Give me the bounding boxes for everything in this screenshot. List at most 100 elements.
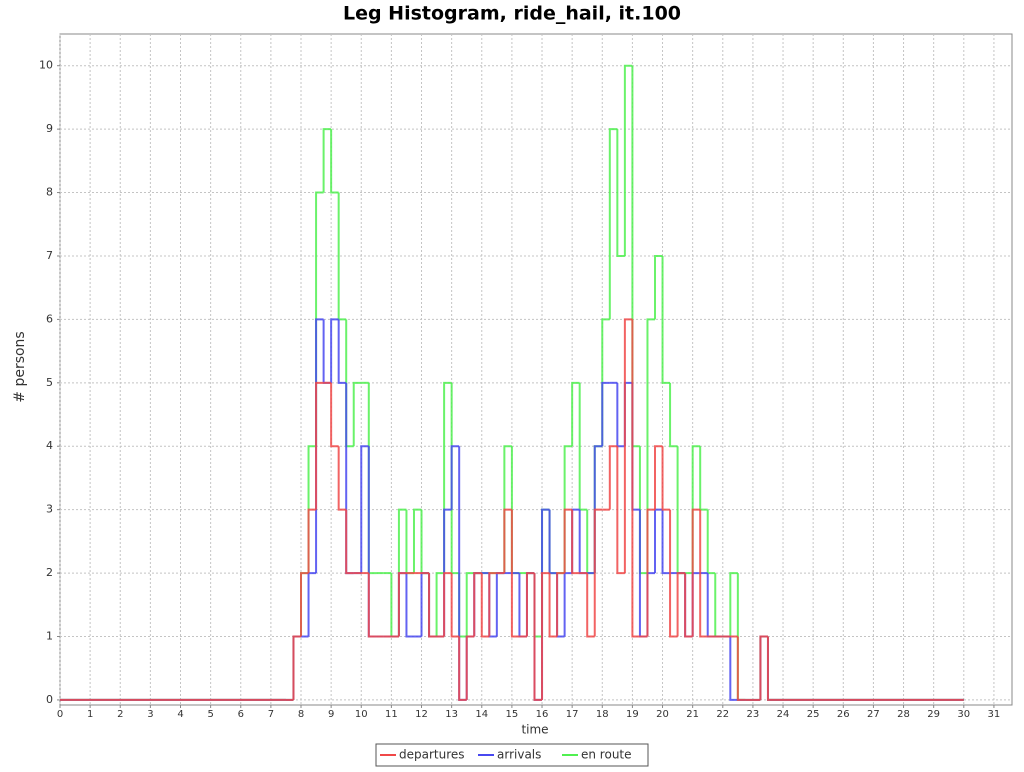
step-segment	[465, 635, 475, 700]
step-segment	[631, 319, 640, 638]
x-tick-label: 2	[117, 709, 123, 720]
step-segment	[766, 636, 964, 701]
step-segment	[759, 635, 768, 700]
step-segment	[616, 129, 625, 257]
step-segment	[510, 509, 520, 638]
step-segment	[616, 382, 625, 448]
step-segment	[623, 318, 633, 574]
y-tick-label: 5	[46, 376, 53, 389]
x-tick-label: 11	[385, 709, 398, 720]
step-segment	[706, 509, 716, 575]
step-segment	[676, 572, 686, 637]
x-tick-label: 19	[626, 709, 639, 720]
step-segment	[586, 573, 595, 638]
x-tick-label: 5	[207, 709, 213, 720]
step-segment	[548, 509, 558, 575]
x-tick-label: 24	[777, 709, 790, 720]
step-segment	[646, 318, 655, 574]
x-axis-label: time	[521, 723, 548, 737]
x-tick-label: 20	[656, 709, 669, 720]
step-segment	[571, 381, 580, 447]
step-segment	[307, 508, 317, 574]
x-tick-label: 1	[87, 709, 93, 720]
step-segment	[473, 572, 482, 637]
step-segment	[601, 381, 610, 447]
step-segment	[571, 508, 580, 574]
step-segment	[337, 446, 347, 511]
step-segment	[443, 572, 452, 637]
y-tick-label: 4	[46, 439, 53, 452]
step-segment	[465, 635, 475, 700]
step-segment	[435, 572, 445, 637]
step-segment	[654, 445, 663, 510]
x-tick-label: 26	[837, 709, 850, 720]
x-tick-label: 22	[716, 709, 729, 720]
step-segment	[397, 572, 407, 637]
x-tick-label: 15	[506, 709, 519, 720]
x-tick-label: 9	[328, 709, 334, 720]
step-segment	[533, 573, 543, 638]
step-segment	[300, 572, 309, 637]
step-segment	[541, 572, 550, 700]
step-segment	[337, 319, 347, 384]
step-segment	[450, 445, 460, 510]
step-segment	[503, 508, 512, 574]
x-tick-label: 31	[988, 709, 1001, 720]
step-segment	[330, 382, 339, 448]
step-segment	[563, 572, 573, 637]
step-segment	[292, 635, 302, 700]
step-segment	[345, 509, 354, 575]
step-segment	[669, 382, 678, 448]
legend-label: arrivals	[497, 748, 541, 762]
x-tick-label: 6	[238, 709, 244, 720]
step-segment	[548, 509, 558, 575]
legend-label: en route	[581, 748, 632, 762]
step-segment	[420, 572, 430, 637]
x-tick-label: 23	[747, 709, 760, 720]
step-segment	[586, 509, 595, 575]
legend: departures arrivals en route	[375, 743, 649, 767]
step-segment	[443, 381, 452, 574]
step-segment	[488, 573, 497, 638]
step-segment	[367, 446, 377, 638]
step-segment	[525, 572, 535, 637]
step-segment	[736, 636, 746, 701]
step-segment	[646, 572, 655, 637]
step-segment	[654, 508, 663, 574]
x-tick-label: 12	[415, 709, 428, 720]
step-segment	[556, 573, 565, 638]
step-segment	[397, 572, 407, 637]
step-segment	[428, 573, 437, 638]
step-segment	[729, 572, 738, 637]
step-segment	[330, 318, 339, 383]
step-segment	[608, 128, 618, 320]
legend-label: departures	[399, 748, 465, 762]
step-segment	[661, 255, 671, 384]
x-tick-label: 21	[686, 709, 699, 720]
step-segment	[646, 508, 655, 637]
step-segment	[412, 508, 422, 574]
x-tick-label: 7	[268, 709, 274, 720]
step-segment	[292, 635, 302, 700]
step-segment	[563, 508, 573, 574]
y-tick-label: 8	[46, 186, 53, 199]
step-segment	[495, 572, 505, 637]
step-segment	[322, 128, 332, 193]
step-segment	[428, 573, 437, 638]
y-tick-label: 10	[39, 59, 53, 72]
step-segment	[759, 635, 768, 700]
plot-frame	[59, 33, 1013, 706]
step-segment	[450, 382, 460, 575]
y-tick-label: 3	[46, 503, 53, 516]
step-segment	[525, 572, 535, 637]
y-tick-label: 7	[46, 249, 53, 262]
step-segment	[390, 573, 399, 638]
x-tick-label: 18	[596, 709, 609, 720]
x-tick-label: 16	[536, 709, 549, 720]
step-segment	[699, 509, 708, 638]
step-segment	[473, 572, 482, 637]
x-tick-label: 27	[867, 709, 880, 720]
y-tick-label: 0	[46, 693, 53, 706]
x-tick-label: 29	[927, 709, 940, 720]
